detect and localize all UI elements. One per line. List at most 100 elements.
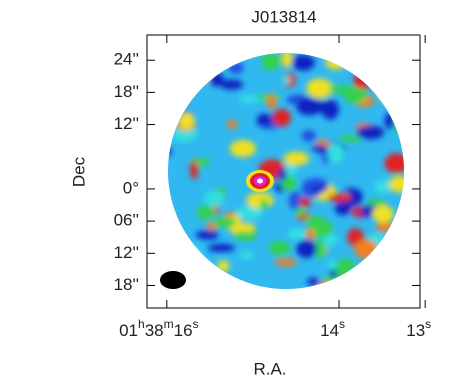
noise-blob — [216, 59, 225, 68]
noise-blob — [392, 64, 404, 72]
noise-blob — [353, 70, 372, 90]
noise-blob — [168, 146, 172, 156]
noise-blob — [295, 207, 306, 217]
noise-blob — [213, 217, 237, 228]
noise-blob — [239, 251, 255, 260]
noise-blob — [229, 139, 257, 158]
noise-blob — [287, 228, 307, 240]
noise-blob — [367, 73, 393, 81]
x-tick-label-part: h — [138, 317, 145, 331]
noise-blob — [327, 143, 345, 164]
noise-blob — [298, 197, 311, 208]
noise-blob — [334, 201, 352, 216]
noise-blob — [368, 258, 395, 278]
noise-blob — [322, 233, 339, 246]
noise-blob — [393, 116, 403, 134]
noise-blob — [296, 97, 323, 116]
noise-blob — [392, 238, 404, 248]
noise-blob — [373, 57, 387, 72]
noise-blob — [189, 160, 199, 180]
x-tick-label: 14s — [320, 317, 345, 340]
noise-blob — [384, 153, 404, 174]
x-tick-label-part: 01 — [119, 321, 138, 340]
noise-blob — [239, 95, 260, 103]
noise-blob — [394, 250, 404, 265]
beam — [160, 271, 186, 289]
noise-blob — [370, 256, 392, 270]
noise-blob — [288, 191, 302, 210]
noise-blob — [337, 53, 363, 63]
x-tick-label-part: s — [425, 317, 431, 331]
noise-blob — [327, 259, 338, 271]
noise-blob — [192, 244, 202, 264]
noise-blob — [220, 79, 244, 90]
noise-blob — [238, 223, 256, 233]
x-tick-label-part: 14 — [320, 321, 339, 340]
x-tick-label-part: 16 — [174, 321, 193, 340]
noise-blob — [178, 112, 195, 129]
noise-blob — [378, 263, 401, 283]
noise-blob — [291, 54, 315, 71]
x-tick-label: 13s — [406, 317, 431, 340]
noise-blob — [353, 53, 364, 60]
noise-blob — [378, 82, 392, 103]
noise-blob — [394, 59, 404, 69]
intensity-map — [168, 53, 404, 289]
noise-blob — [354, 239, 378, 260]
noise-blob — [272, 108, 292, 127]
noise-blob — [301, 130, 317, 142]
noise-blob — [296, 239, 317, 258]
noise-blob — [377, 53, 404, 60]
noise-blob — [204, 190, 224, 208]
noise-blob — [372, 205, 394, 223]
noise-blob — [356, 125, 385, 140]
noise-blob — [400, 63, 404, 74]
noise-blob — [261, 53, 281, 71]
noise-blob — [397, 94, 404, 107]
noise-blob — [278, 167, 287, 182]
noise-blob — [389, 175, 404, 193]
y-tick-label: 12'' — [114, 243, 139, 262]
noise-blob — [345, 277, 363, 287]
noise-blob — [328, 85, 355, 94]
noise-blob — [364, 69, 378, 86]
noise-blob — [374, 179, 390, 195]
noise-blob — [396, 284, 404, 289]
noise-blob — [311, 145, 329, 153]
noise-blob — [335, 258, 356, 279]
noise-blob — [194, 57, 212, 69]
y-tick-label: 12'' — [114, 114, 139, 133]
noise-blob — [304, 228, 316, 240]
x-tick-label-part: s — [193, 317, 199, 331]
x-tick-label-part: 13 — [406, 321, 425, 340]
noise-blob — [193, 66, 204, 74]
y-tick-label: 06'' — [114, 211, 139, 230]
y-axis-label: Dec — [69, 156, 88, 187]
y-tick-label: 0° — [123, 178, 139, 197]
noise-blob — [304, 216, 327, 223]
noise-blob — [396, 277, 404, 289]
noise-blob — [236, 206, 263, 220]
noise-blob — [307, 277, 320, 286]
noise-blob — [228, 61, 244, 74]
noise-blob — [256, 113, 273, 126]
noise-blob — [306, 78, 334, 99]
noise-blob — [195, 230, 219, 240]
x-tick-label-part: m — [164, 317, 174, 331]
noise-blob — [283, 151, 310, 166]
noise-blob — [196, 205, 215, 220]
y-tick-label: 18'' — [114, 275, 139, 294]
x-tick-label: 01h38m16s — [119, 317, 198, 340]
noise-blob — [327, 193, 352, 203]
noise-blob — [338, 135, 363, 142]
noise-blob — [361, 56, 375, 65]
noise-blob — [274, 258, 297, 267]
plot-frame — [146, 34, 421, 309]
noise-blob — [168, 79, 174, 86]
noise-blob — [281, 76, 291, 84]
y-tick-label: 24'' — [114, 50, 139, 69]
noise-blob — [340, 187, 363, 207]
noise-blob — [325, 56, 347, 70]
noise-blob — [268, 241, 291, 255]
chart-title: J013814 — [251, 7, 316, 26]
